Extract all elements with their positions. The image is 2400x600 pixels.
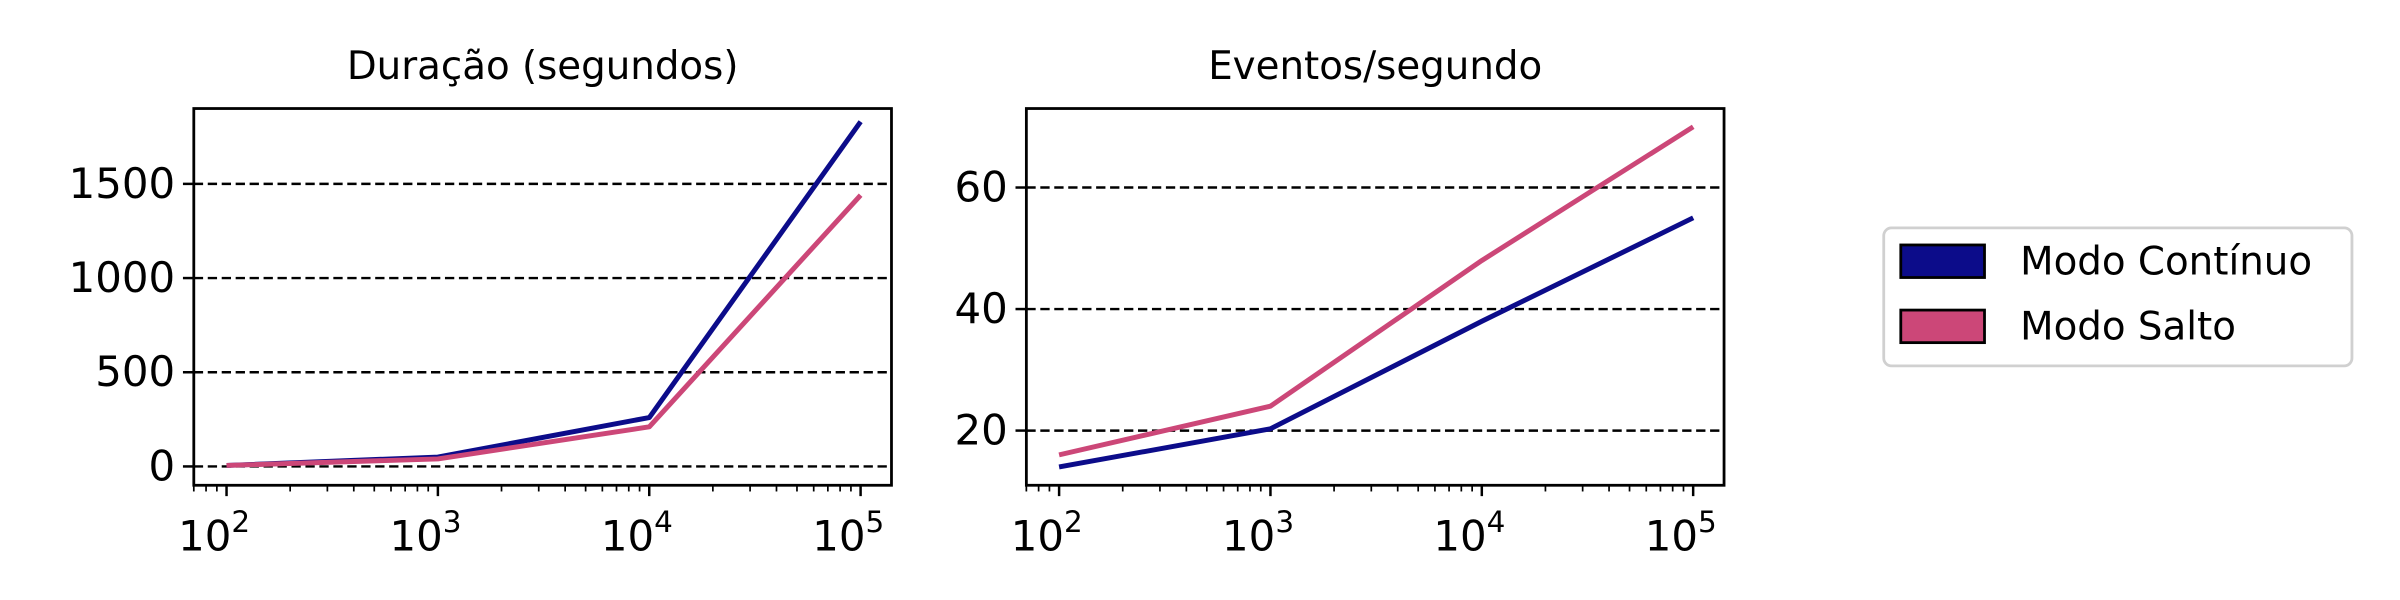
legend-frame <box>1882 226 2354 368</box>
y-tick-label: 500 <box>95 347 175 396</box>
legend-swatch <box>1899 243 1986 279</box>
chart-panel-duration: Duração (segundos) 0 500 1000 1500 102 103 104 1… <box>69 44 893 561</box>
y-tick-label: 1000 <box>69 253 176 302</box>
y-tick-label: 1500 <box>69 159 176 208</box>
chart-title: Eventos/segundo <box>1208 44 1542 89</box>
plot-frame <box>1024 107 1726 487</box>
plot-frame <box>192 107 893 487</box>
x-tick-label: 104 <box>1433 505 1505 561</box>
x-tick-label: 104 <box>601 505 673 561</box>
x-tick-label: 102 <box>178 505 250 561</box>
y-tick-label: 60 <box>954 162 1007 211</box>
series-line-modo-salto <box>1058 124 1695 458</box>
x-tick-label: 103 <box>1222 505 1294 561</box>
x-tick-label: 102 <box>1011 505 1083 561</box>
x-tick-label: 103 <box>389 505 461 561</box>
figure-canvas: Duração (segundos) 0 500 1000 1500 102 103 104 1… <box>69 44 2354 561</box>
figure: Duração (segundos) 0 500 1000 1500 102 103 104 1… <box>69 44 2354 561</box>
legend-label: Modo Salto <box>2020 305 2236 350</box>
chart-panel-events-per-second: Eventos/segundo 20 40 60 102 103 104 105 <box>954 44 1726 561</box>
x-tick-label: 105 <box>1645 505 1717 561</box>
x-tick-label: 105 <box>812 505 884 561</box>
y-tick-label: 0 <box>149 441 176 490</box>
y-tick-label: 20 <box>954 406 1007 455</box>
series-line-modo-continuo <box>226 120 863 468</box>
y-tick-label: 40 <box>954 284 1007 333</box>
series-line-modo-salto <box>226 193 863 468</box>
legend: Modo Contínuo Modo Salto <box>1882 226 2354 368</box>
legend-label: Modo Contínuo <box>2020 239 2312 284</box>
legend-swatch <box>1899 308 1986 345</box>
series-line-modo-continuo <box>1058 215 1695 470</box>
chart-title: Duração (segundos) <box>347 44 739 89</box>
